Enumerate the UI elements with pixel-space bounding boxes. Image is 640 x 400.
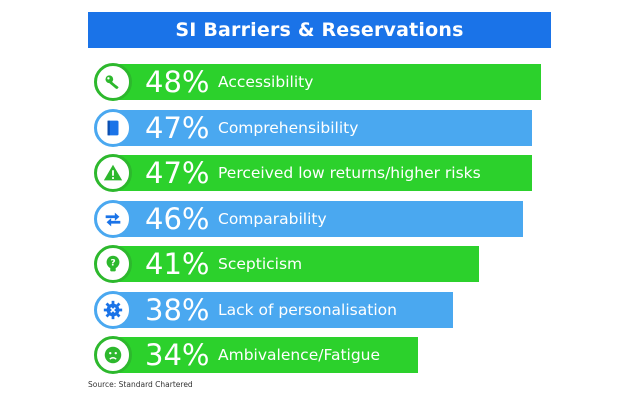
bar-value-label: 47% xyxy=(145,110,210,145)
bar xyxy=(118,200,523,237)
bar-row: 46% Comparability xyxy=(0,199,640,238)
bar xyxy=(118,246,479,282)
bar xyxy=(118,337,418,373)
gear-cross-icon xyxy=(94,290,132,329)
bar xyxy=(118,64,541,100)
question-bulb-icon: ? xyxy=(94,245,132,283)
bar-value-label: 48% xyxy=(145,65,210,99)
key-icon xyxy=(94,63,132,101)
bar-category-label: Ambivalence/Fatigue xyxy=(218,346,381,364)
bar-value-label: 41% xyxy=(145,247,210,281)
bar-row: 38% Lack of personalisation xyxy=(0,290,640,329)
bar-row: 48% Accessibility xyxy=(0,63,640,101)
bar-row: 34% Ambivalence/Fatigue xyxy=(0,336,640,374)
bar-value-label: 47% xyxy=(145,156,210,190)
bar-category-label: Accessibility xyxy=(218,73,314,91)
bar-category-label: Comprehensibility xyxy=(218,118,359,137)
bar xyxy=(118,109,532,146)
svg-text:?: ? xyxy=(110,257,115,268)
sad-face-icon xyxy=(94,336,132,374)
bar-category-label: Perceived low returns/higher risks xyxy=(218,164,481,182)
book-icon xyxy=(94,108,132,147)
chart-title: SI Barriers & Reservations xyxy=(88,12,551,48)
arrows-exchange-icon xyxy=(94,199,132,238)
bar-category-label: Scepticism xyxy=(218,255,303,273)
bar-category-label: Lack of personalisation xyxy=(218,300,397,319)
bar-row: ? 41% Scepticism xyxy=(0,245,640,283)
bar-value-label: 46% xyxy=(145,201,210,236)
source-note: Source: Standard Chartered xyxy=(88,380,193,389)
bar-row: 47% Perceived low returns/higher risks xyxy=(0,154,640,192)
bar-row: 47% Comprehensibility xyxy=(0,108,640,147)
bar xyxy=(118,155,532,191)
bar-category-label: Comparability xyxy=(218,209,327,228)
warning-icon xyxy=(94,154,132,192)
bar-value-label: 38% xyxy=(145,292,210,327)
bar xyxy=(118,291,453,328)
bar-value-label: 34% xyxy=(145,338,210,372)
